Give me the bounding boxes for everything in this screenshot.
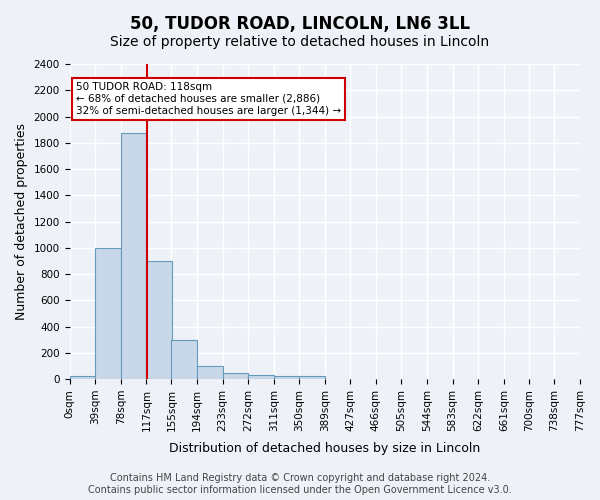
Bar (248, 375, 274, 379)
Y-axis label: Number of detached properties: Number of detached properties (15, 123, 28, 320)
Bar (274, 376, 299, 379)
Bar (197, 366, 223, 379)
Text: 50 TUDOR ROAD: 118sqm
← 68% of detached houses are smaller (2,886)
32% of semi-d: 50 TUDOR ROAD: 118sqm ← 68% of detached … (76, 82, 341, 116)
Bar (299, 376, 325, 379)
Text: 50, TUDOR ROAD, LINCOLN, LN6 3LL: 50, TUDOR ROAD, LINCOLN, LN6 3LL (130, 15, 470, 33)
X-axis label: Distribution of detached houses by size in Lincoln: Distribution of detached houses by size … (169, 442, 481, 455)
Bar (223, 373, 248, 379)
Bar (121, 133, 146, 379)
Bar (172, 340, 197, 379)
Bar (146, 261, 172, 379)
Bar (70, 376, 95, 379)
Bar (95, 248, 121, 379)
Text: Size of property relative to detached houses in Lincoln: Size of property relative to detached ho… (110, 35, 490, 49)
Text: Contains HM Land Registry data © Crown copyright and database right 2024.
Contai: Contains HM Land Registry data © Crown c… (88, 474, 512, 495)
